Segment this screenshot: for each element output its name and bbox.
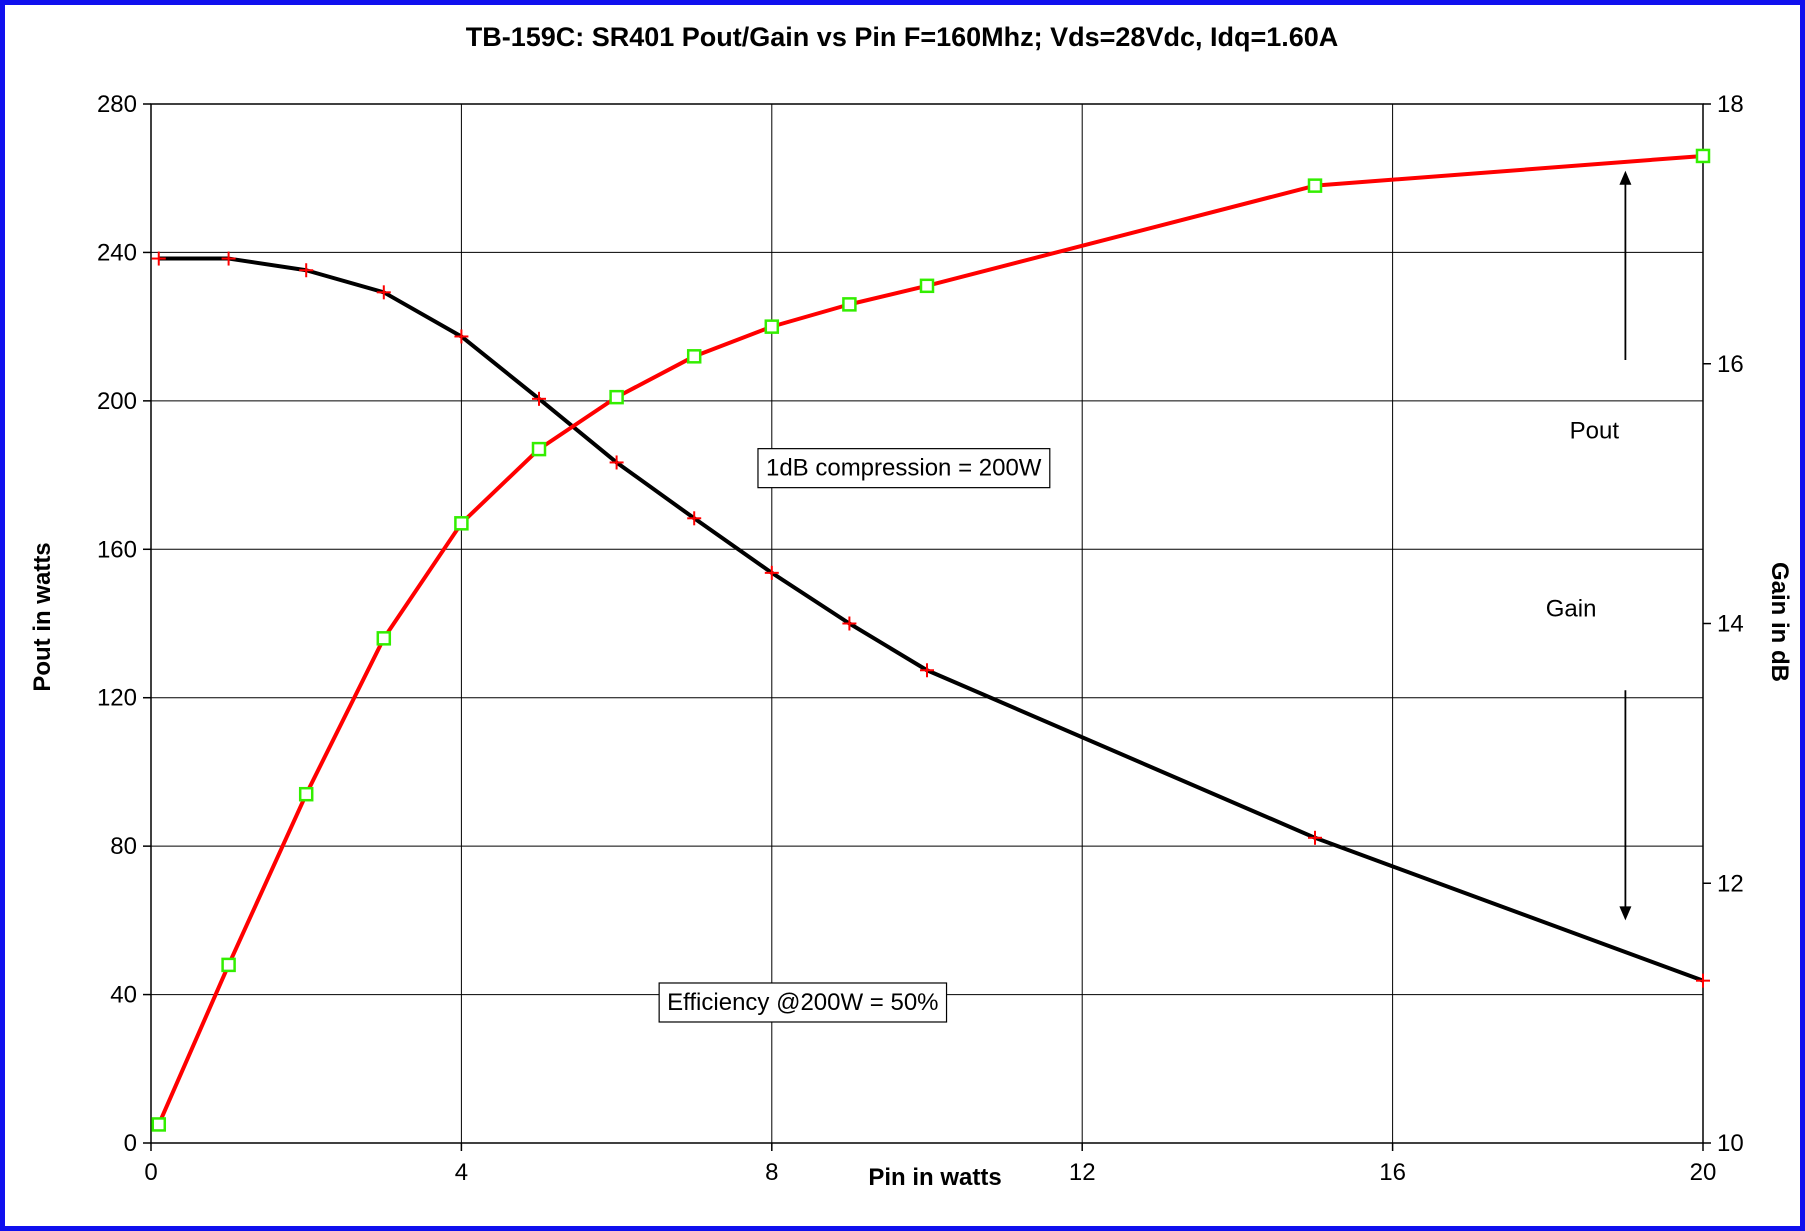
pout-point	[919, 278, 935, 294]
pout-point	[454, 516, 469, 531]
y-tick-label-right: 10	[1717, 1130, 1744, 1157]
gain-point	[920, 663, 934, 678]
annotations-group: Pout Gain 1dB compression = 200W Efficiency…	[658, 170, 1632, 1023]
gain-point	[454, 329, 469, 344]
gain-arrow	[1619, 690, 1632, 921]
y-tick-label-right: 18	[1717, 91, 1744, 118]
y-tick-label-right: 16	[1717, 351, 1744, 378]
gain-point	[299, 263, 314, 278]
y-tick-label-right: 14	[1717, 611, 1744, 638]
efficiency-text: Efficiency @200W = 50%	[667, 989, 938, 1016]
pout-point	[221, 957, 236, 973]
pout-point	[764, 319, 780, 334]
x-tick-label: 8	[765, 1159, 778, 1186]
pout-arrow-head	[1619, 170, 1632, 185]
efficiency-annotation: Efficiency @200W = 50%	[658, 982, 948, 1023]
y-axis-label-right: Gain in dB	[1766, 562, 1793, 682]
pout-point	[1695, 148, 1711, 164]
y-tick-label-left: 200	[97, 388, 137, 415]
x-tick-label: 4	[455, 1159, 468, 1186]
gain-arrow-head	[1619, 906, 1632, 921]
efficiency-box	[658, 982, 948, 1023]
pout-point	[151, 1117, 167, 1132]
gain_label-text: Gain	[1546, 596, 1597, 623]
gain-point	[151, 251, 166, 266]
gain-point	[1308, 830, 1322, 845]
pout-arrow	[1619, 170, 1632, 361]
compression-annotation: 1dB compression = 200W	[757, 448, 1051, 489]
pout_label-text: Pout	[1570, 418, 1620, 445]
compression-box	[757, 448, 1051, 489]
y-tick-label-left: 80	[110, 833, 137, 860]
x-axis-label: Pin in watts	[868, 1164, 1001, 1191]
gain-line	[158, 256, 1704, 983]
pout-point	[609, 389, 624, 405]
y-tick-label-left: 120	[97, 685, 137, 712]
y-tick-label-right: 12	[1717, 870, 1744, 897]
gain-point	[609, 455, 624, 470]
compression-text: 1dB compression = 200W	[766, 455, 1042, 482]
y-axis-label-left: Pout in watts	[29, 542, 56, 691]
pout-point	[376, 631, 392, 646]
pout-point	[531, 441, 547, 457]
gain-point	[842, 616, 857, 631]
y-tick-label-left: 160	[97, 536, 137, 563]
pout-point	[686, 349, 702, 364]
x-tick-label: 16	[1379, 1159, 1406, 1186]
gain-point	[764, 565, 779, 580]
gain-point	[376, 285, 391, 300]
grid	[151, 104, 1703, 1143]
y-tick-label-left: 240	[97, 239, 137, 266]
pout-point	[842, 297, 857, 312]
gain-point	[221, 251, 236, 266]
y-tick-label-left: 40	[110, 982, 137, 1009]
series-group	[151, 148, 1711, 1132]
y-tick-label-left: 280	[97, 91, 137, 118]
gain-point	[532, 391, 546, 406]
x-tick-label: 0	[144, 1159, 157, 1186]
chart-title: TB-159C: SR401 Pout/Gain vs Pin F=160Mhz…	[466, 22, 1339, 52]
pout-point	[1307, 178, 1323, 193]
gain-point	[1696, 973, 1710, 988]
x-tick-label: 20	[1690, 1159, 1717, 1186]
x-tick-label: 12	[1069, 1159, 1096, 1186]
gain-point	[687, 511, 702, 526]
y-tick-label-left: 0	[124, 1130, 137, 1157]
pout-point	[298, 786, 314, 802]
